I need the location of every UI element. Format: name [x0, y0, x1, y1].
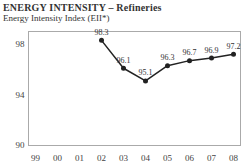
svg-text:08: 08	[229, 153, 239, 163]
svg-text:96.3: 96.3	[161, 53, 175, 62]
svg-text:05: 05	[163, 153, 173, 163]
svg-text:96.1: 96.1	[117, 56, 131, 65]
svg-text:96.9: 96.9	[205, 46, 219, 55]
svg-text:94: 94	[16, 90, 26, 100]
svg-text:00: 00	[53, 153, 63, 163]
svg-text:06: 06	[185, 153, 195, 163]
svg-text:99: 99	[31, 153, 41, 163]
svg-text:95.1: 95.1	[139, 68, 153, 77]
svg-text:07: 07	[207, 153, 217, 163]
html-text:Energy Intensity Index (EII*): Energy Intensity Index (EII*)	[3, 13, 110, 23]
svg-text:02: 02	[97, 153, 106, 163]
svg-text:98.3: 98.3	[95, 28, 109, 37]
svg-text:97.2: 97.2	[227, 42, 241, 51]
svg-text:01: 01	[75, 153, 84, 163]
html-text:ENERGY INTENSITY – Refineries: ENERGY INTENSITY – Refineries	[3, 2, 162, 13]
svg-text:98: 98	[16, 39, 26, 49]
svg-text:90: 90	[16, 140, 26, 150]
svg-text:03: 03	[119, 153, 129, 163]
svg-text:04: 04	[141, 153, 151, 163]
svg-text:96.7: 96.7	[183, 48, 197, 57]
